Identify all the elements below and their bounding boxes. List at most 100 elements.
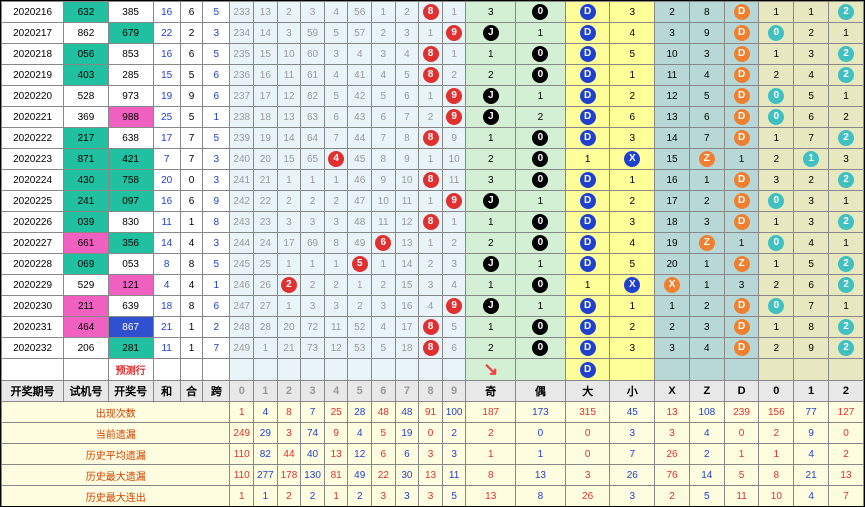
- trend-ball: Z: [699, 235, 715, 251]
- trend-ball: 0: [532, 130, 548, 146]
- data-row: 202022766135614432442417698496131220D419…: [2, 233, 864, 254]
- data-row: 20202260398301118243233334811128110D3183…: [2, 212, 864, 233]
- trend-ball: D: [734, 109, 750, 125]
- trend-ball: 0: [532, 151, 548, 167]
- data-row: 202022387142177324020156544589110201X15Z…: [2, 149, 864, 170]
- trend-ball: 2: [281, 277, 297, 293]
- trend-ball: 8: [423, 4, 439, 20]
- trend-ball: 2: [838, 4, 854, 20]
- trend-ball: 9: [446, 25, 462, 41]
- trend-ball: 0: [532, 340, 548, 356]
- trend-ball: X: [624, 277, 640, 293]
- trend-ball: 5: [352, 256, 368, 272]
- trend-ball: 8: [423, 46, 439, 62]
- data-row: 202021663238516652331323456128130D328D11…: [2, 2, 864, 23]
- trend-ball: 0: [532, 235, 548, 251]
- trend-ball: 8: [423, 214, 439, 230]
- trend-ball: D: [734, 130, 750, 146]
- trend-ball: D: [734, 214, 750, 230]
- trend-ball: D: [580, 67, 596, 83]
- trend-ball: 4: [328, 151, 344, 167]
- trend-ball: D: [734, 4, 750, 20]
- trend-ball: Z: [699, 151, 715, 167]
- trend-ball: 9: [446, 298, 462, 314]
- trend-ball: D: [580, 88, 596, 104]
- trend-ball: 0: [532, 4, 548, 20]
- stat-label: 当前遗漏: [2, 423, 230, 444]
- trend-ball: 0: [768, 235, 784, 251]
- predict-row: 预测行↘D: [2, 359, 864, 381]
- stat-row: 历史最大连出112212333513826325111047: [2, 486, 864, 507]
- trend-ball: 0: [532, 214, 548, 230]
- trend-ball: J: [483, 88, 499, 104]
- trend-ball: 2: [838, 46, 854, 62]
- trend-ball: 2: [838, 340, 854, 356]
- trend-ball: 8: [423, 130, 439, 146]
- stat-row: 历史最大遗漏1102771781308149223013118133267614…: [2, 465, 864, 486]
- trend-ball: 0: [768, 25, 784, 41]
- stat-label: 历史最大遗漏: [2, 465, 230, 486]
- trend-ball: 2: [838, 277, 854, 293]
- trend-ball: 0: [532, 277, 548, 293]
- trend-ball: D: [734, 46, 750, 62]
- trend-ball: J: [483, 256, 499, 272]
- trend-ball: J: [483, 25, 499, 41]
- stat-label: 历史最大连出: [2, 486, 230, 507]
- data-row: 202023220628111172491217312535188620D334…: [2, 338, 864, 359]
- trend-ball: D: [580, 25, 596, 41]
- data-row: 202022952912144124626222121534101XX13262: [2, 275, 864, 296]
- trend-ball: D: [734, 298, 750, 314]
- stat-label: 历史平均遗漏: [2, 444, 230, 465]
- trend-ball: D: [580, 256, 596, 272]
- trend-ball: D: [580, 4, 596, 20]
- header-row: 开奖期号试机号开奖号和合跨0123456789奇偶大小XZD012: [2, 381, 864, 402]
- trend-ball: 9: [446, 193, 462, 209]
- trend-ball: 0: [532, 172, 548, 188]
- trend-ball: D: [734, 88, 750, 104]
- data-row: 202022136998825512381813636436729J2D6136…: [2, 107, 864, 128]
- trend-ball: 0: [768, 88, 784, 104]
- trend-ball: D: [580, 298, 596, 314]
- trend-ball: 0: [532, 319, 548, 335]
- trend-ball: D: [734, 172, 750, 188]
- trend-ball: 6: [375, 235, 391, 251]
- stat-row: 历史平均遗漏1108244401312663311072621142: [2, 444, 864, 465]
- trend-ball: J: [483, 298, 499, 314]
- trend-ball: D: [580, 340, 596, 356]
- trend-ball: 0: [768, 109, 784, 125]
- trend-ball: X: [624, 151, 640, 167]
- trend-ball: 8: [423, 319, 439, 335]
- trend-ball: 0: [532, 67, 548, 83]
- trend-ball: 9: [446, 109, 462, 125]
- trend-ball: D: [580, 46, 596, 62]
- trend-ball: D: [580, 193, 596, 209]
- trend-ball: D: [734, 340, 750, 356]
- trend-ball: 2: [838, 130, 854, 146]
- trend-ball: 1: [803, 151, 819, 167]
- trend-ball: 8: [423, 340, 439, 356]
- trend-ball: 0: [768, 193, 784, 209]
- trend-ball: 2: [838, 67, 854, 83]
- trend-ball: Z: [734, 256, 750, 272]
- data-row: 20202178626792223234143595572319J1D439D0…: [2, 23, 864, 44]
- stat-row: 出现次数148725284848911001871733154513108239…: [2, 402, 864, 423]
- data-row: 2020231464867211224828207211524178510D22…: [2, 317, 864, 338]
- lottery-trend-table: 202021663238516652331323456128130D328D11…: [1, 1, 864, 507]
- data-row: 20202194032851556236161161441458220D1114…: [2, 65, 864, 86]
- data-row: 20202222176381775239191464744788910D3147…: [2, 128, 864, 149]
- data-row: 202022806905388524525111511423J1D5201Z15…: [2, 254, 864, 275]
- trend-ball: J: [483, 109, 499, 125]
- trend-ball: 9: [446, 88, 462, 104]
- data-row: 2020230211639188624727133231649J1D112D07…: [2, 296, 864, 317]
- trend-ball: 8: [423, 67, 439, 83]
- trend-ball: J: [483, 193, 499, 209]
- trend-ball: D: [734, 319, 750, 335]
- stat-label: 出现次数: [2, 402, 230, 423]
- data-row: 202022052897319962371712625425619J1D2125…: [2, 86, 864, 107]
- trend-ball: D: [734, 193, 750, 209]
- trend-ball: 2: [838, 319, 854, 335]
- trend-ball: X: [664, 277, 680, 293]
- trend-ball: D: [734, 25, 750, 41]
- trend-ball: D: [580, 214, 596, 230]
- data-row: 20202244307582003241211114691081130D1161…: [2, 170, 864, 191]
